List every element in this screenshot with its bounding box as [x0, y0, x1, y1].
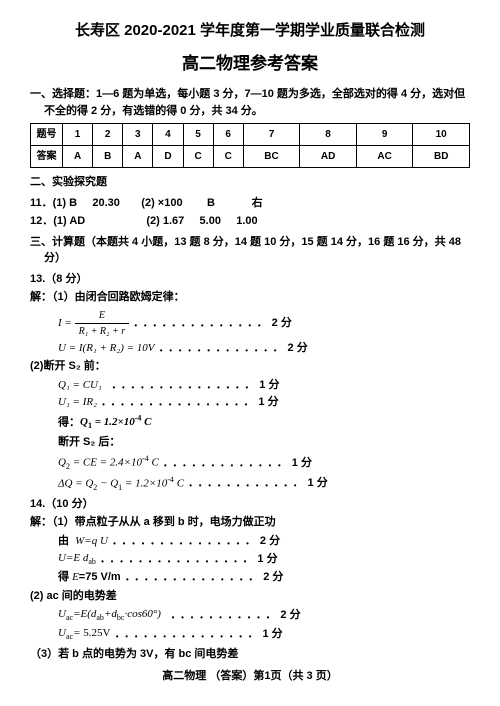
q12-v2: 5.00: [200, 215, 221, 227]
section-1-heading: 一、选择题：1—6 题为单选，每小题 3 分，7—10 题为多选，全部选对的得 …: [30, 86, 470, 119]
cell: BD: [413, 146, 470, 168]
section-3-heading: 三、计算题（本题共 4 小题，13 题 8 分，14 题 10 分，15 题 1…: [30, 234, 470, 267]
cell: 10: [413, 124, 470, 146]
points: 2 分: [280, 609, 300, 621]
cell: 8: [300, 124, 357, 146]
table-row: 题号 1 2 3 4 5 6 7 8 9 10: [31, 124, 470, 146]
doc-title-2: 高二物理参考答案: [30, 51, 470, 77]
q13-l5: U₁ = IR₂: [58, 394, 97, 411]
q14-l2-row: 由 W=q U由 W=q U ．．．．．．．．．．．．．．．2 分: [30, 533, 470, 550]
cell: 4: [153, 124, 183, 146]
q13-l1: 解：（1）由闭合回路欧姆定律：: [30, 289, 470, 306]
cell: BC: [243, 146, 300, 168]
cell: 2: [93, 124, 123, 146]
q11-line: 11．(1) B 20.30 (2) ×100 B 右: [30, 195, 470, 212]
q13-l8-row: Q₂ = CE = 2.4×10⁻⁴ CQ2 = CE = 2.4×10-4 C…: [30, 453, 470, 473]
cell: 5: [183, 124, 213, 146]
points: 2 分: [260, 535, 280, 547]
points: 1 分: [262, 628, 282, 640]
cell: 6: [213, 124, 243, 146]
cell: 7: [243, 124, 300, 146]
q11-label: 11．(1) B: [30, 197, 77, 209]
cell: C: [213, 146, 243, 168]
q14-l6-row: Uac=E(dab+dbc·cos60°)U_ac=E(d_ab+d_bc·co…: [30, 606, 470, 624]
table-row: 答案 A B A D C C BC AD AC BD: [31, 146, 470, 168]
cell: A: [63, 146, 93, 168]
row-header: 题号: [31, 124, 63, 146]
cell: AC: [356, 146, 413, 168]
q12-label: 12．(1) AD: [30, 215, 85, 227]
points: 1 分: [292, 457, 312, 469]
q11-v2: (2) ×100: [141, 197, 182, 209]
q14-l4-row: 得 E=75 V/m得 E=75 V/m ．．．．．．．．．．．．．．2 分: [30, 569, 470, 586]
doc-title-1: 长寿区 2020-2021 学年度第一学期学业质量联合检测: [30, 20, 470, 43]
cell: 3: [123, 124, 153, 146]
section-2-heading: 二、实验探究题: [30, 174, 470, 191]
points: 1 分: [258, 396, 278, 408]
q14-l5: (2) ac 间的电势差: [30, 588, 470, 605]
q11-v1: 20.30: [92, 197, 120, 209]
q12-line: 12．(1) AD (2) 1.67 5.00 1.00: [30, 213, 470, 230]
page-footer: 高二物理 （答案）第1页（共 3 页）: [30, 668, 470, 685]
points: 1 分: [308, 477, 328, 489]
q13-l4: Q₁ = CU₁: [58, 377, 102, 394]
q12-v1: (2) 1.67: [146, 215, 184, 227]
q13-l4-row: Q₁ = CU₁ ．．．．．．．．．．．．．．．1 分: [30, 377, 470, 394]
q11-v4: 右: [252, 197, 263, 209]
q14-l1: 解：（1）带点粒子从从 a 移到 b 时，电场力做正功: [30, 514, 470, 531]
q13-l3: (2)断开 S₂ 前：: [30, 358, 470, 375]
q13-label: 13.（8 分）: [30, 271, 470, 288]
cell: C: [183, 146, 213, 168]
points: 2 分: [272, 317, 292, 329]
points: 2 分: [288, 342, 308, 354]
q14-l8: （3）若 b 点的电势为 3V，有 bc 间电势差: [30, 646, 470, 663]
points: 2 分: [263, 571, 283, 583]
cell: A: [123, 146, 153, 168]
answer-table: 题号 1 2 3 4 5 6 7 8 9 10 答案 A B A D C C B…: [30, 123, 470, 168]
q12-v3: 1.00: [236, 215, 257, 227]
q14-label: 14.（10 分）: [30, 496, 470, 513]
q14-l3-row: U=E dabU=E d_ab ．．．．．．．．．．．．．．．．1 分: [30, 550, 470, 568]
q13-l9-row: ΔQ = Q₂ − Q₁ = 1.2×10⁻⁴ CΔQ = Q2 − Q1 = …: [30, 474, 470, 494]
q13-l7: 断开 S₂ 后：: [30, 434, 470, 451]
points: 1 分: [259, 379, 279, 391]
formula-lhs: I =: [58, 317, 72, 329]
q13-l2-row: U = I(R₁ + R₂) = 10V ．．．．．．．．．．．．．2 分: [30, 340, 470, 357]
cell: 1: [63, 124, 93, 146]
frac-den: R₁ + R₂ + r: [75, 324, 130, 339]
q11-v3: B: [207, 197, 215, 209]
q13-l6: 得：得：Q₁ = 1.2×10⁻⁴ CQ1 = 1.2×10-4 C: [30, 413, 470, 433]
q13-formula-i: I = E R₁ + R₂ + r ．．．．．．．．．．．．．．2 分: [30, 308, 470, 339]
cell: AD: [300, 146, 357, 168]
q14-l7-row: Uac= 5.25VU_ac= 5.25V ．．．．．．．．．．．．．．．1 分: [30, 625, 470, 643]
cell: 9: [356, 124, 413, 146]
points: 1 分: [257, 553, 277, 565]
q13-l5-row: U₁ = IR₂ ．．．．．．．．．．．．．．．．1 分: [30, 394, 470, 411]
cell: D: [153, 146, 183, 168]
frac-num: E: [75, 308, 130, 324]
cell: B: [93, 146, 123, 168]
q13-l2: U = I(R₁ + R₂) = 10V: [58, 340, 155, 357]
row-header: 答案: [31, 146, 63, 168]
